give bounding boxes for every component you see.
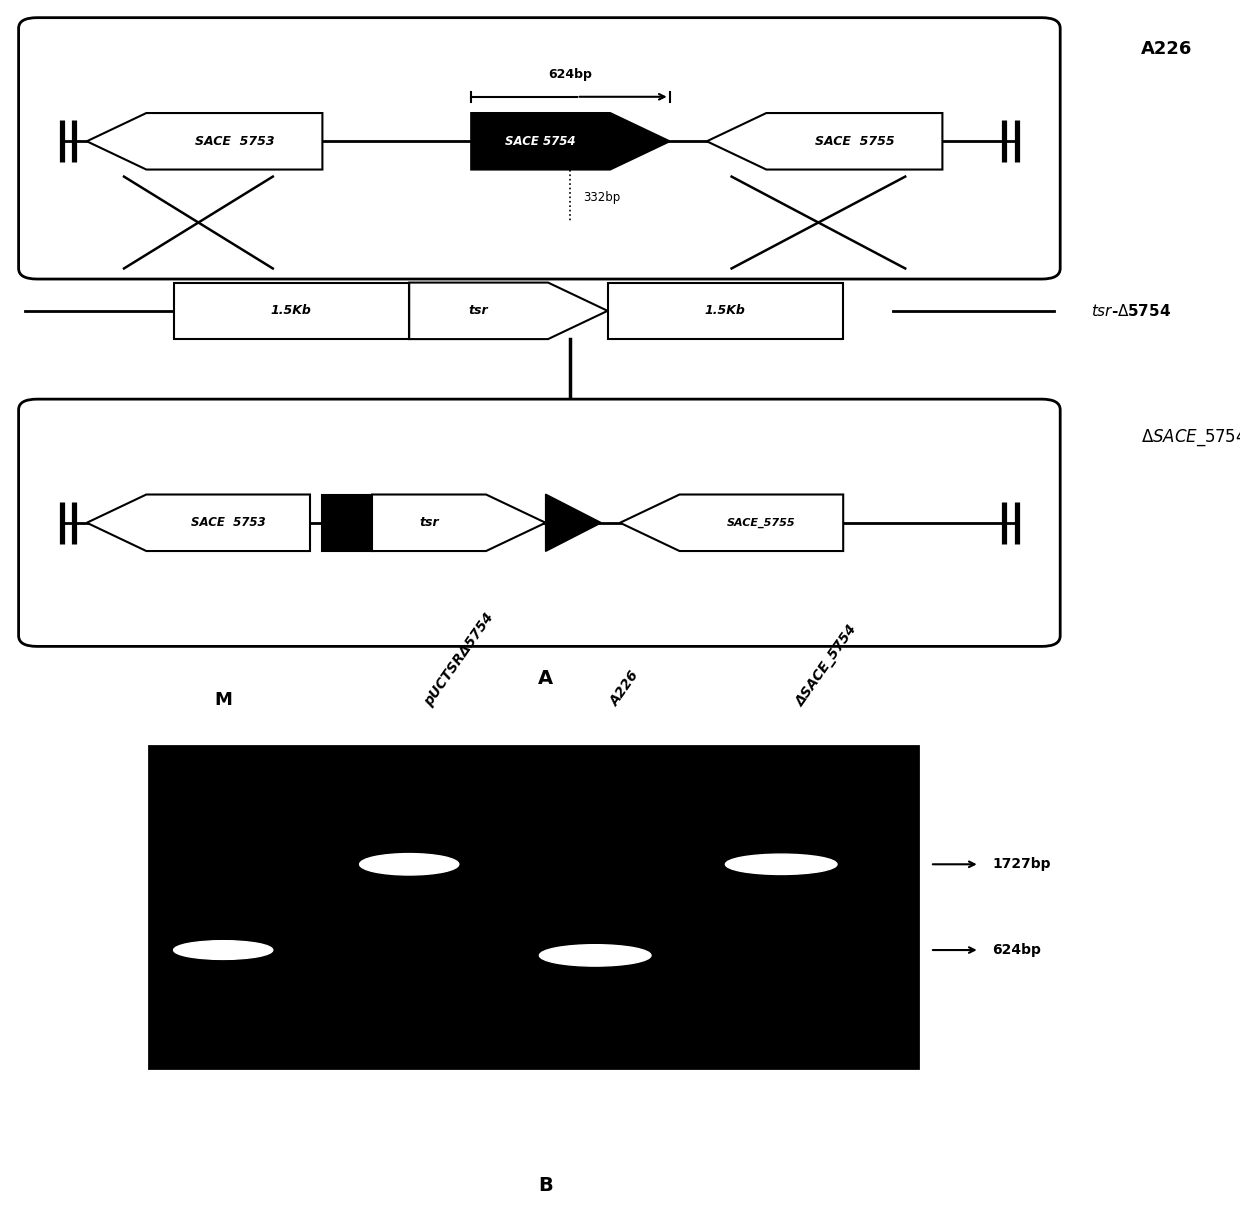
FancyBboxPatch shape [19,17,1060,279]
Text: tsr: tsr [469,304,489,318]
Polygon shape [620,495,843,551]
Text: pUCTSRΔ5754: pUCTSRΔ5754 [422,610,496,709]
FancyBboxPatch shape [19,400,1060,647]
Polygon shape [471,113,670,169]
Bar [608,283,843,339]
Text: 624bp: 624bp [548,68,593,82]
Text: $\Delta\it{SACE\_5754}$: $\Delta\it{SACE\_5754}$ [1141,428,1240,448]
Text: SACE  5755: SACE 5755 [815,135,894,147]
Text: B: B [538,1177,553,1195]
Polygon shape [87,495,310,551]
Ellipse shape [174,940,273,960]
Bar [149,747,918,1068]
Bar [322,495,372,551]
Text: A: A [538,669,553,688]
Text: SACE_5755: SACE_5755 [727,518,796,527]
Text: A226: A226 [1141,40,1192,58]
Polygon shape [372,495,546,551]
Text: 1.5Kb: 1.5Kb [706,304,745,318]
Ellipse shape [539,945,651,966]
Ellipse shape [360,854,459,875]
Text: M: M [215,691,232,709]
Text: SACE  5753: SACE 5753 [195,135,274,147]
Ellipse shape [725,854,837,875]
Polygon shape [409,283,608,339]
Text: 1727bp: 1727bp [992,857,1050,871]
Text: 1.5Kb: 1.5Kb [272,304,311,318]
Text: $\it{tsr}$-$\Delta\bf{5754}$: $\it{tsr}$-$\Delta\bf{5754}$ [1091,303,1172,319]
Text: SACE 5754: SACE 5754 [506,135,575,147]
Polygon shape [707,113,942,169]
Polygon shape [546,495,601,552]
Text: A226: A226 [608,669,642,709]
Text: 624bp: 624bp [992,943,1040,957]
Text: ΔSACE_5754: ΔSACE_5754 [794,622,861,709]
Polygon shape [87,113,322,169]
Bar [174,283,409,339]
Text: tsr: tsr [419,516,439,530]
Text: 332bp: 332bp [583,191,620,205]
Text: SACE  5753: SACE 5753 [191,516,265,530]
